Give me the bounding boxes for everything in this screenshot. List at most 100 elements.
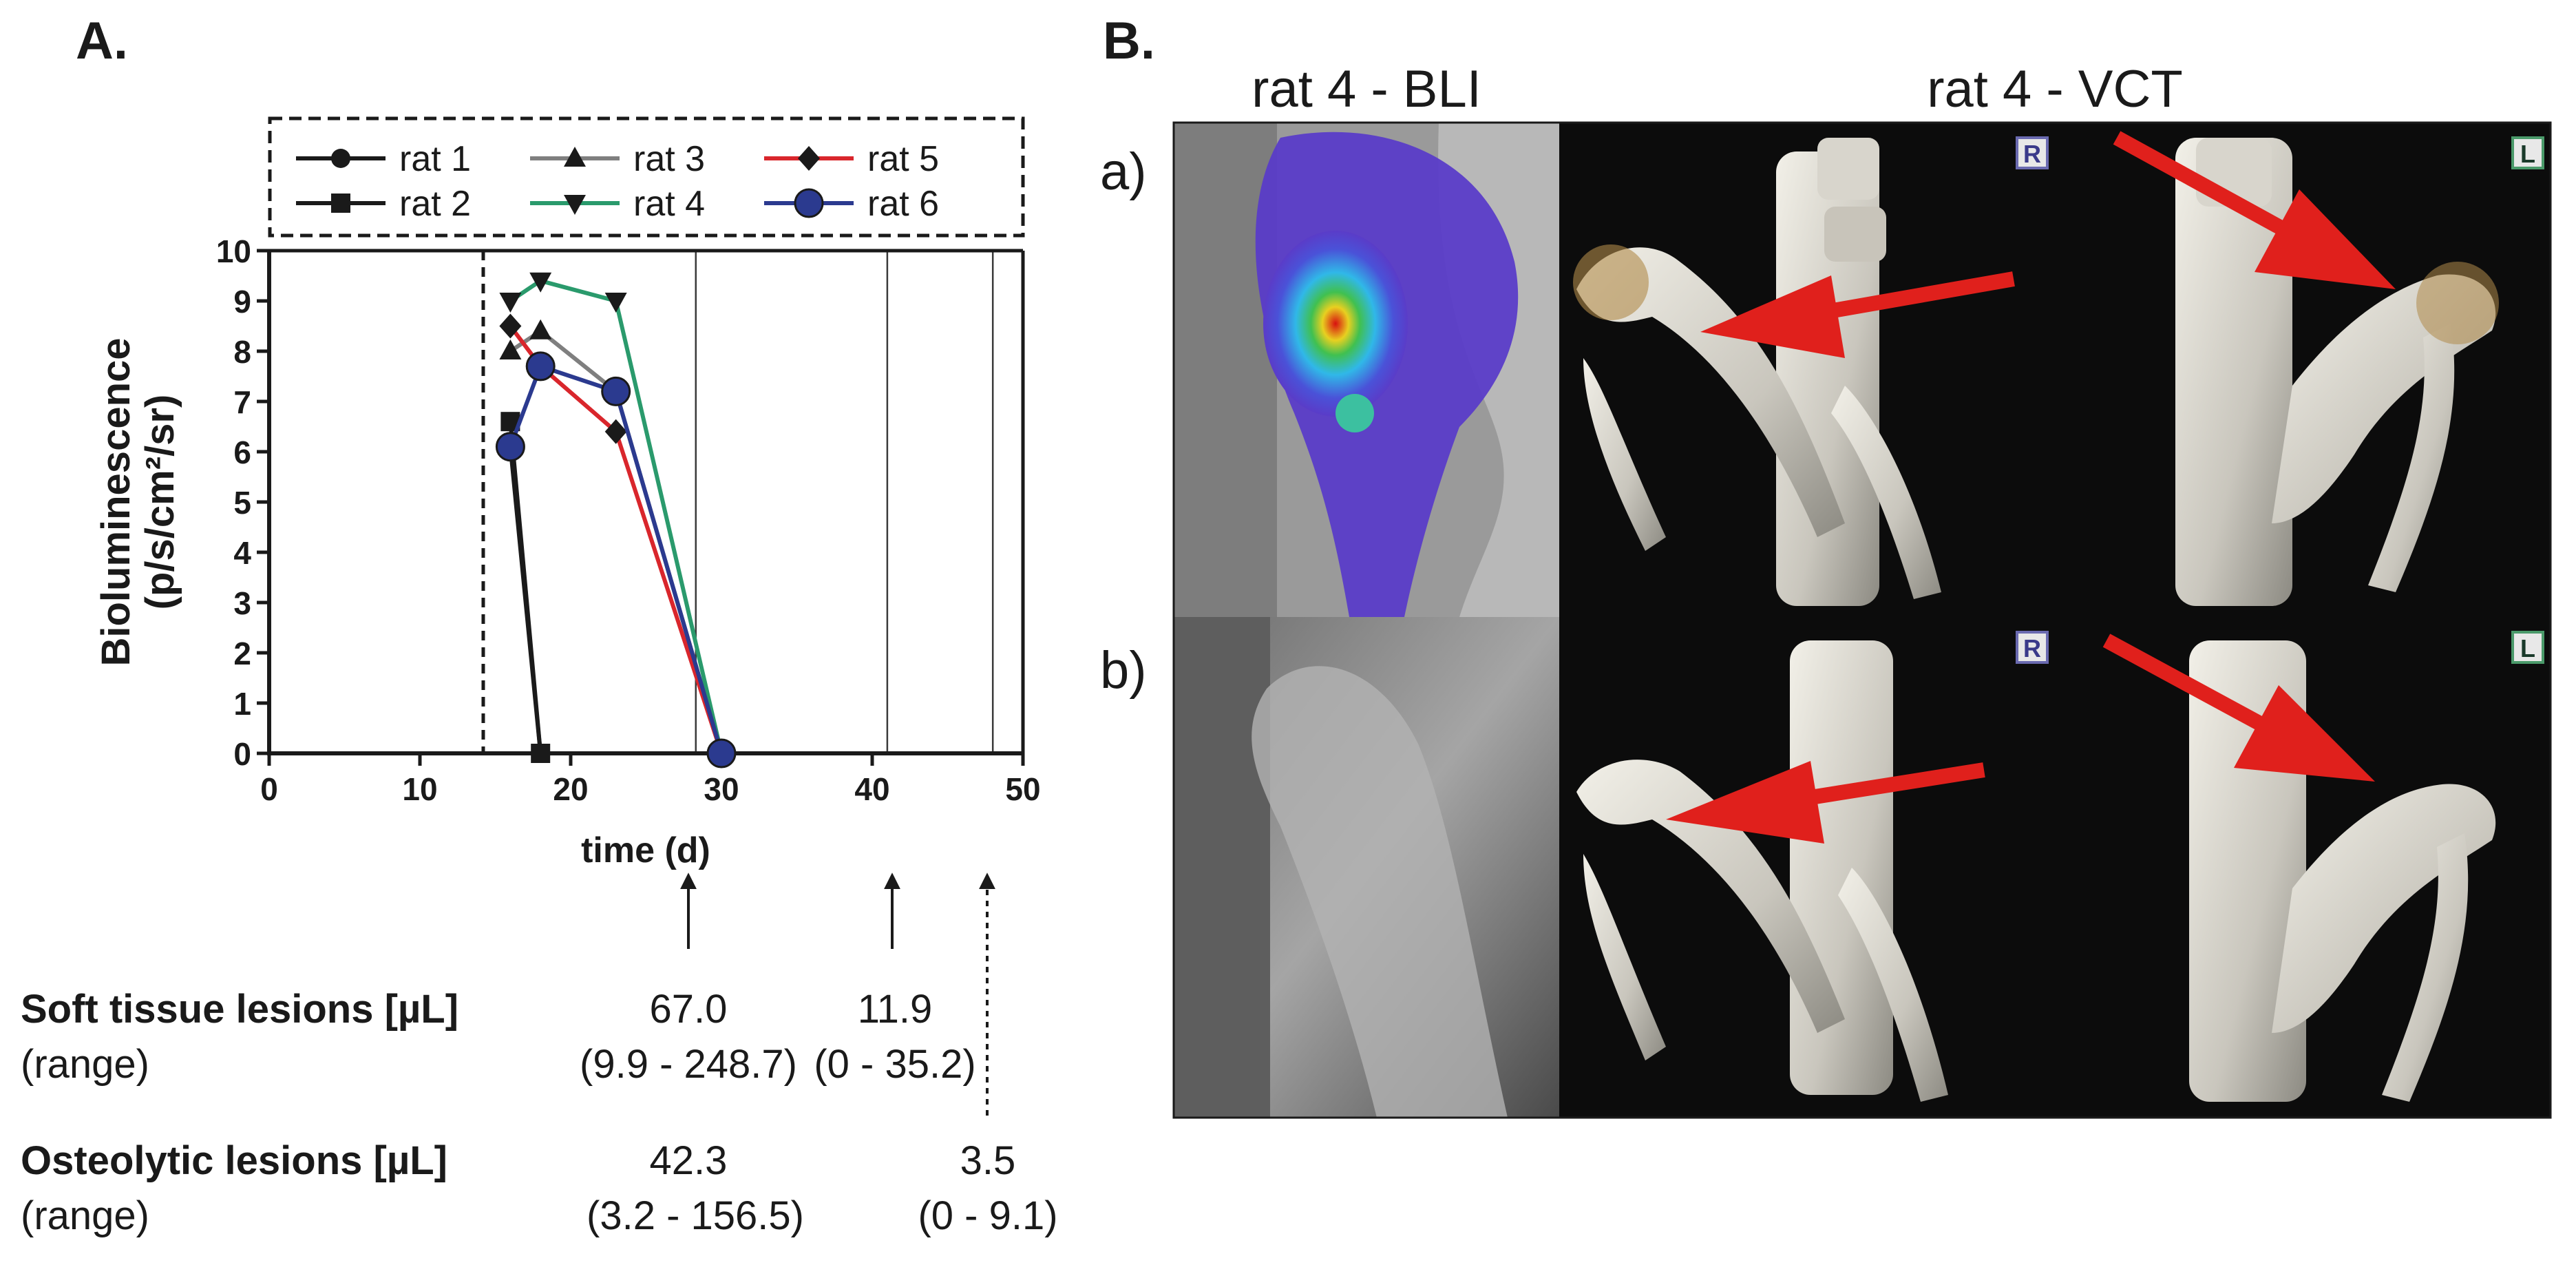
y-tick-label: 0 bbox=[233, 736, 251, 772]
soft-tissue-value-2: 11.9 bbox=[857, 987, 933, 1032]
series-line bbox=[508, 364, 724, 754]
legend-label: rat 5 bbox=[867, 139, 939, 179]
osteolytic-range-label: (range) bbox=[21, 1193, 149, 1238]
y-tick-label: 6 bbox=[233, 435, 251, 470]
vct-image-b-right bbox=[1559, 617, 2082, 1118]
y-tick-label: 4 bbox=[233, 535, 251, 571]
legend: rat 1 rat 2 rat 3 rat 4 rat 5 rat 6 bbox=[268, 116, 1025, 238]
osteolytic-value-2: 3.5 bbox=[960, 1138, 1016, 1183]
legend-frame bbox=[268, 116, 1025, 238]
badge-letter-l-b: L bbox=[2520, 634, 2535, 662]
osteolytic-value-1: 42.3 bbox=[649, 1138, 728, 1183]
data-point bbox=[499, 313, 522, 339]
data-point bbox=[529, 319, 552, 339]
legend-label: rat 3 bbox=[633, 139, 705, 179]
orientation-badge-b-right: R bbox=[2016, 631, 2049, 664]
data-point bbox=[499, 293, 522, 313]
soft-tissue-range-1: (9.9 - 248.7) bbox=[580, 1042, 797, 1087]
red-arrow-b-right bbox=[1666, 761, 1985, 844]
series-line bbox=[509, 324, 724, 754]
vct-image-a-right bbox=[1559, 123, 2082, 617]
y-tick-label: 1 bbox=[233, 686, 251, 722]
panel-a-label: A. bbox=[76, 12, 128, 70]
image-grid-frame bbox=[1172, 121, 2552, 1119]
series-line bbox=[508, 421, 543, 754]
x-tick-label: 40 bbox=[854, 771, 889, 807]
series-group bbox=[495, 272, 737, 769]
legend-marker bbox=[331, 194, 350, 213]
x-tick-label: 10 bbox=[402, 771, 437, 807]
osteolytic-range-1: (3.2 - 156.5) bbox=[587, 1193, 804, 1238]
x-tick-label: 0 bbox=[260, 771, 278, 807]
data-point bbox=[531, 744, 551, 763]
legend-label: rat 4 bbox=[633, 184, 705, 224]
legend-marker bbox=[564, 195, 586, 215]
legend-entry: rat 5 bbox=[764, 139, 939, 179]
x-tick-label: 50 bbox=[1005, 771, 1040, 807]
legend-items: rat 1 rat 2 rat 3 rat 4 rat 5 rat 6 bbox=[296, 139, 939, 224]
row-b-label: b) bbox=[1100, 641, 1147, 700]
bli-image-a bbox=[1174, 123, 1559, 618]
red-arrow-b-left bbox=[2102, 634, 2375, 782]
soft-tissue-title: Soft tissue lesions [µL] bbox=[21, 987, 459, 1032]
legend-entry: rat 3 bbox=[530, 139, 705, 179]
osteolytic-range-2: (0 - 9.1) bbox=[918, 1193, 1058, 1238]
data-point bbox=[604, 419, 627, 444]
x-ticks: 0 10 20 30 40 50 bbox=[260, 753, 1041, 807]
lesion-arrows bbox=[1666, 131, 2396, 844]
orientation-badge-a-left: L bbox=[2511, 136, 2544, 169]
legend-entry: rat 4 bbox=[530, 184, 705, 224]
legend-entry: rat 2 bbox=[296, 184, 471, 224]
data-point bbox=[529, 272, 552, 293]
legend-marker bbox=[564, 147, 586, 167]
soft-tissue-range-2: (0 - 35.2) bbox=[814, 1042, 976, 1087]
y-tick-label: 3 bbox=[233, 585, 251, 621]
badge-letter-r-b: R bbox=[2023, 634, 2041, 662]
red-arrow-a-right bbox=[1700, 271, 2015, 358]
bli-image-b bbox=[1174, 617, 1559, 1118]
y-axis-title: Bioluminescence bbox=[94, 337, 138, 666]
panel-b-label: B. bbox=[1103, 12, 1155, 70]
orientation-badge-b-left: L bbox=[2511, 631, 2544, 664]
vct-column-title: rat 4 - VCT bbox=[1927, 60, 2183, 118]
data-point bbox=[525, 351, 556, 381]
legend-entry: rat 1 bbox=[296, 139, 471, 179]
legend-marker bbox=[794, 188, 824, 218]
x-tick-label: 20 bbox=[553, 771, 588, 807]
osteolytic-title: Osteolytic lesions [µL] bbox=[21, 1138, 447, 1183]
timepoint-arrows bbox=[680, 872, 995, 1116]
red-arrow-a-left bbox=[2113, 131, 2396, 289]
y-tick-label: 10 bbox=[216, 233, 251, 269]
series-rat-6 bbox=[495, 351, 737, 769]
series-rat-2 bbox=[500, 412, 551, 763]
legend-label: rat 1 bbox=[399, 139, 471, 179]
soft-tissue-value-1: 67.0 bbox=[649, 987, 728, 1032]
y-ticks: 0 1 2 3 4 5 6 7 8 9 10 bbox=[216, 233, 269, 772]
vct-image-b-left bbox=[2082, 617, 2551, 1118]
y-axis-unit: (p/s/cm²/sr) bbox=[138, 395, 182, 610]
badge-letter-r-a: R bbox=[2023, 140, 2041, 168]
soft-tissue-range-label: (range) bbox=[21, 1042, 149, 1087]
reference-lines bbox=[481, 251, 994, 753]
badge-letter-l-a: L bbox=[2520, 140, 2535, 168]
y-tick-label: 5 bbox=[233, 485, 251, 521]
row-a-label: a) bbox=[1100, 143, 1147, 201]
y-tick-label: 8 bbox=[233, 334, 251, 370]
plot-area: 0 1 2 3 4 5 6 7 8 9 10 0 10 20 30 40 50 bbox=[216, 233, 1041, 807]
orientation-badge-a-right: R bbox=[2016, 136, 2049, 169]
x-axis-title: time (d) bbox=[581, 830, 710, 870]
data-point bbox=[499, 339, 522, 359]
bli-column-title: rat 4 - BLI bbox=[1252, 60, 1481, 118]
data-point bbox=[495, 432, 525, 462]
y-tick-label: 2 bbox=[233, 636, 251, 671]
legend-marker bbox=[798, 146, 820, 171]
y-tick-label: 9 bbox=[233, 284, 251, 320]
legend-entry: rat 6 bbox=[764, 184, 939, 224]
legend-marker bbox=[331, 149, 350, 168]
y-tick-label: 7 bbox=[233, 384, 251, 420]
data-point bbox=[706, 738, 737, 769]
series-line bbox=[509, 278, 724, 754]
x-tick-label: 30 bbox=[704, 771, 739, 807]
vct-image-a-left bbox=[2082, 123, 2551, 617]
